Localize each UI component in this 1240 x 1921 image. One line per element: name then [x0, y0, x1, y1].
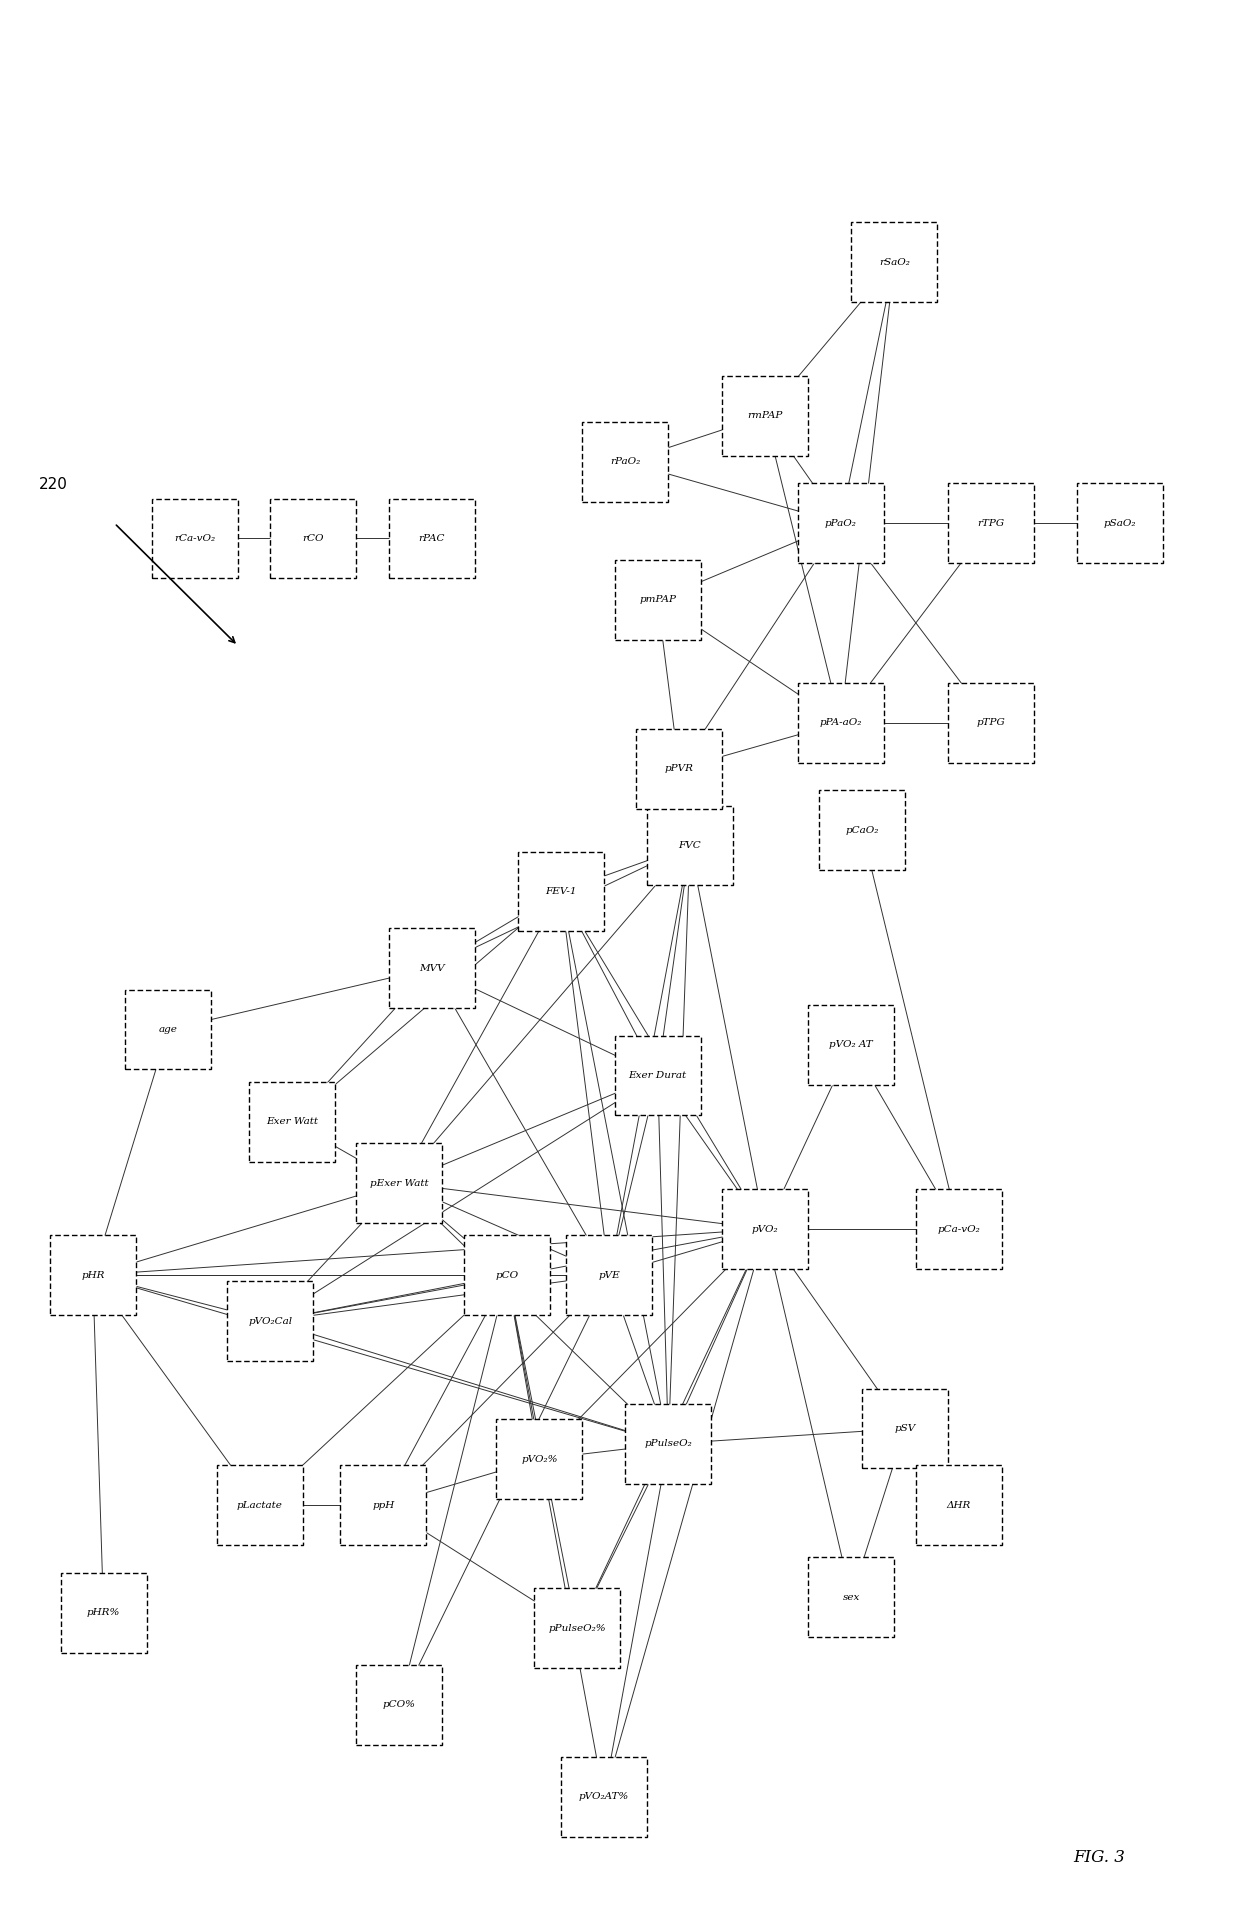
Text: FVC: FVC [678, 841, 702, 849]
Text: rCa-vO₂: rCa-vO₂ [175, 534, 216, 544]
FancyBboxPatch shape [518, 851, 604, 932]
FancyBboxPatch shape [949, 484, 1034, 563]
FancyBboxPatch shape [61, 1573, 146, 1652]
Text: pVE: pVE [599, 1270, 620, 1279]
FancyBboxPatch shape [567, 1235, 652, 1316]
FancyBboxPatch shape [722, 377, 808, 455]
FancyBboxPatch shape [949, 682, 1034, 763]
FancyBboxPatch shape [388, 499, 475, 578]
FancyBboxPatch shape [125, 989, 211, 1070]
FancyBboxPatch shape [647, 805, 733, 886]
FancyBboxPatch shape [249, 1082, 335, 1162]
FancyBboxPatch shape [50, 1235, 136, 1316]
Text: pVO₂Cal: pVO₂Cal [248, 1316, 293, 1325]
FancyBboxPatch shape [1078, 484, 1163, 563]
FancyBboxPatch shape [625, 1404, 712, 1483]
Text: rCO: rCO [303, 534, 324, 544]
Text: pPA-aO₂: pPA-aO₂ [820, 718, 862, 728]
Text: pLactate: pLactate [237, 1500, 283, 1510]
FancyBboxPatch shape [820, 790, 905, 870]
FancyBboxPatch shape [916, 1466, 1002, 1544]
FancyBboxPatch shape [583, 423, 668, 501]
Text: rSaO₂: rSaO₂ [879, 257, 910, 267]
Text: pPVR: pPVR [665, 765, 693, 772]
Text: rPAC: rPAC [418, 534, 445, 544]
FancyBboxPatch shape [388, 928, 475, 1009]
Text: age: age [159, 1026, 177, 1033]
Text: pHR: pHR [81, 1270, 104, 1279]
FancyBboxPatch shape [636, 728, 722, 809]
Text: pExer Watt: pExer Watt [370, 1178, 429, 1187]
FancyBboxPatch shape [916, 1189, 1002, 1270]
FancyBboxPatch shape [862, 1389, 949, 1468]
Text: FEV-1: FEV-1 [546, 888, 577, 895]
Text: pCO%: pCO% [383, 1700, 415, 1710]
FancyBboxPatch shape [340, 1466, 427, 1544]
FancyBboxPatch shape [153, 499, 238, 578]
Text: pVO₂%: pVO₂% [521, 1454, 558, 1464]
Text: sex: sex [843, 1593, 861, 1602]
Text: rPaO₂: rPaO₂ [610, 457, 641, 467]
FancyBboxPatch shape [534, 1589, 620, 1667]
Text: pCaO₂: pCaO₂ [846, 826, 879, 834]
Text: pTPG: pTPG [977, 718, 1006, 728]
Text: pmPAP: pmPAP [639, 596, 676, 605]
Text: pHR%: pHR% [87, 1608, 120, 1617]
FancyBboxPatch shape [797, 682, 884, 763]
Text: pPulseO₂%: pPulseO₂% [548, 1623, 606, 1633]
Text: rmPAP: rmPAP [748, 411, 782, 421]
FancyBboxPatch shape [852, 223, 937, 302]
FancyBboxPatch shape [496, 1420, 583, 1498]
FancyBboxPatch shape [270, 499, 356, 578]
Text: MVV: MVV [419, 964, 444, 972]
Text: pSaO₂: pSaO₂ [1104, 519, 1137, 528]
FancyBboxPatch shape [808, 1558, 894, 1637]
Text: pSV: pSV [894, 1423, 915, 1433]
Text: ΔHR: ΔHR [946, 1500, 971, 1510]
Text: pVO₂AT%: pVO₂AT% [579, 1792, 629, 1802]
Text: Exer Durat: Exer Durat [629, 1072, 687, 1080]
Text: rTPG: rTPG [977, 519, 1004, 528]
Text: pCO: pCO [496, 1270, 518, 1279]
Text: pPaO₂: pPaO₂ [825, 519, 857, 528]
Text: FIG. 3: FIG. 3 [1073, 1848, 1125, 1865]
FancyBboxPatch shape [356, 1143, 443, 1224]
Text: pVO₂ AT: pVO₂ AT [830, 1041, 873, 1049]
Text: ppH: ppH [372, 1500, 394, 1510]
Text: pCa-vO₂: pCa-vO₂ [937, 1224, 981, 1233]
Text: pVO₂: pVO₂ [751, 1224, 779, 1233]
FancyBboxPatch shape [615, 561, 701, 640]
FancyBboxPatch shape [464, 1235, 551, 1316]
Text: 220: 220 [38, 476, 68, 492]
FancyBboxPatch shape [217, 1466, 303, 1544]
Text: Exer Watt: Exer Watt [265, 1118, 317, 1126]
FancyBboxPatch shape [560, 1758, 647, 1836]
FancyBboxPatch shape [808, 1005, 894, 1085]
FancyBboxPatch shape [356, 1666, 443, 1744]
Text: pPulseO₂: pPulseO₂ [645, 1439, 692, 1448]
FancyBboxPatch shape [722, 1189, 808, 1270]
FancyBboxPatch shape [797, 484, 884, 563]
FancyBboxPatch shape [227, 1281, 314, 1360]
FancyBboxPatch shape [615, 1035, 701, 1116]
